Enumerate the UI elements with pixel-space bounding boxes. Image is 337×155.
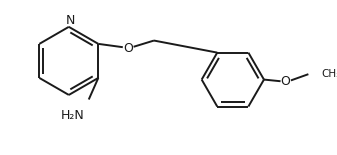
Text: O: O — [123, 42, 133, 55]
Text: H₂N: H₂N — [60, 109, 84, 122]
Text: O: O — [281, 75, 290, 88]
Text: N: N — [66, 14, 75, 27]
Text: CH₃: CH₃ — [321, 69, 337, 79]
